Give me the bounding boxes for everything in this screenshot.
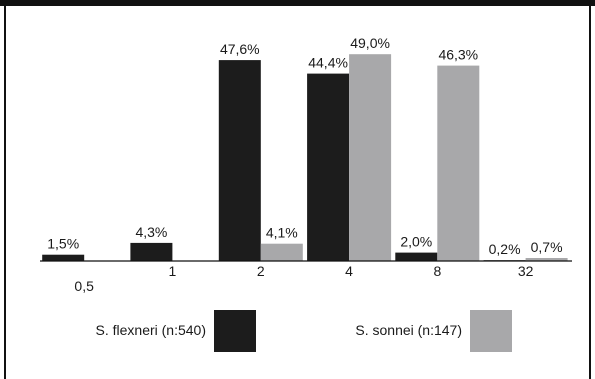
data-label: 47,6% xyxy=(220,41,260,57)
legend-label: S. flexneri (n:540) xyxy=(96,322,207,338)
bar-flexneri xyxy=(42,254,85,261)
bar-sonnei xyxy=(525,258,568,261)
data-label: 44,4% xyxy=(308,55,348,71)
tick-label: 2 xyxy=(257,263,265,279)
data-label: 46,3% xyxy=(438,47,478,63)
data-label: 0,7% xyxy=(531,239,563,255)
top-border xyxy=(0,0,595,6)
bar-flexneri xyxy=(395,252,438,261)
data-label: 2,0% xyxy=(400,234,432,250)
tick-labels-group: 0,5 1 2 4 8 32 xyxy=(74,263,533,294)
value-labels-group: 1,5% 4,3% 47,6% 4,1% 44,4%49,0% 2,0% 46,3% 0,2%… xyxy=(47,35,562,257)
legend-swatch xyxy=(470,310,512,352)
legend-label: S. sonnei (n:147) xyxy=(355,322,462,338)
right-border xyxy=(589,6,591,379)
legend: S. flexneri (n:540) S. sonnei (n:147) xyxy=(96,310,512,352)
legend-swatch xyxy=(214,310,256,352)
bar-sonnei xyxy=(349,54,392,262)
data-label: 4,1% xyxy=(266,225,298,241)
data-label: 1,5% xyxy=(47,236,79,252)
bars-group xyxy=(42,54,568,262)
data-label: 49,0% xyxy=(350,35,390,51)
bar-flexneri xyxy=(130,242,173,261)
bar-flexneri xyxy=(307,73,350,261)
bar-sonnei xyxy=(437,65,480,261)
data-label: 4,3% xyxy=(135,224,167,240)
tick-label: 1 xyxy=(169,263,177,279)
tick-label: 4 xyxy=(345,263,353,279)
left-border xyxy=(4,6,6,379)
tick-label: 0,5 xyxy=(74,278,94,294)
data-label: 0,2% xyxy=(489,241,521,257)
bar-sonnei xyxy=(260,243,303,261)
tick-label: 8 xyxy=(433,263,441,279)
bar-flexneri xyxy=(218,60,261,261)
tick-label: 32 xyxy=(518,263,534,279)
